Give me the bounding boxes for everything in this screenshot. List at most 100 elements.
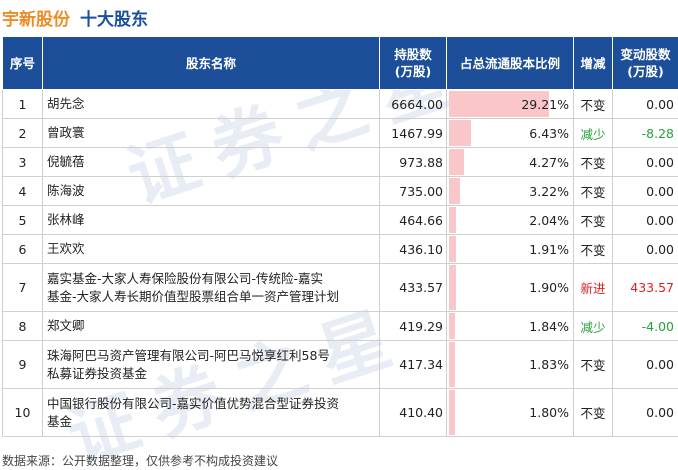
float-ratio-cell: 29.21% [446, 89, 574, 119]
table-row: 10 中国银行股份有限公司-嘉实价值优势混合型证券投资 基金 410.40 1.80% 不… [2, 388, 678, 437]
column-header-change: 增减 [573, 36, 613, 90]
ratio-label: 6.43% [529, 125, 569, 141]
ratio-bar [449, 207, 456, 233]
ratio-label: 1.80% [529, 405, 569, 420]
column-header-shares-line2: (万股) [394, 64, 432, 79]
ratio-label: 29.21% [521, 96, 569, 112]
shareholder-name: 陈海波 [42, 176, 380, 206]
float-ratio-cell: 4.27% [446, 147, 574, 177]
shareholders-table: 序号 股东名称 持股数 (万股) 占总流通股本比例 增减 变动股数 (万股) 1… [2, 36, 678, 437]
shareholder-name-line: 嘉实基金-大家人寿保险股份有限公司-传统险-嘉实 [47, 270, 324, 286]
shareholder-name-line: 珠海阿巴马资产管理有限公司-阿巴马悦享红利58号 [47, 347, 330, 363]
change-status: 不变 [573, 176, 613, 206]
column-header-idx: 序号 [2, 36, 43, 90]
ratio-bar [449, 91, 549, 117]
row-index: 10 [2, 388, 43, 437]
ratio-label: 4.27% [529, 154, 569, 170]
column-header-delta-line1: 变动股数 [620, 47, 671, 62]
page-title: 十大股东 [80, 9, 148, 30]
company-name: 宇新股份 [2, 9, 70, 30]
shareholder-name-line: 中国银行股份有限公司-嘉实价值优势混合型证券投资 [47, 395, 340, 411]
change-status: 不变 [573, 147, 613, 177]
change-shares: 0.00 [612, 340, 678, 389]
shares-held: 436.10 [379, 234, 447, 264]
table-row: 6 王欢欢 436.10 1.91% 不变 0.00 [2, 234, 678, 264]
column-header-name: 股东名称 [42, 36, 380, 90]
table-row: 8 郑文卿 419.29 1.84% 减少 -4.00 [2, 311, 678, 341]
table-row: 2 曾政寰 1467.99 6.43% 减少 -8.28 [2, 118, 678, 148]
change-shares: 433.57 [612, 263, 678, 312]
change-status: 减少 [573, 311, 613, 341]
shareholder-name: 郑文卿 [42, 311, 380, 341]
shareholder-name: 王欢欢 [42, 234, 380, 264]
ratio-bar [449, 120, 471, 146]
change-shares: 0.00 [612, 176, 678, 206]
change-shares: -8.28 [612, 118, 678, 148]
float-ratio-cell: 1.90% [446, 263, 574, 312]
shareholder-name: 张林峰 [42, 205, 380, 235]
table-row: 3 倪毓蓓 973.88 4.27% 不变 0.00 [2, 147, 678, 177]
row-index: 8 [2, 311, 43, 341]
shareholder-name: 倪毓蓓 [42, 147, 380, 177]
float-ratio-cell: 6.43% [446, 118, 574, 148]
ratio-label: 1.91% [529, 241, 569, 257]
ratio-bar [449, 149, 464, 175]
table-row: 1 胡先念 6664.00 29.21% 不变 0.00 [2, 89, 678, 119]
change-status: 新进 [573, 263, 613, 312]
table-row: 9 珠海阿巴马资产管理有限公司-阿巴马悦享红利58号 私募证券投资基金 417.34 1… [2, 340, 678, 389]
row-index: 4 [2, 176, 43, 206]
shares-held: 417.34 [379, 340, 447, 389]
shares-held: 735.00 [379, 176, 447, 206]
change-status: 不变 [573, 388, 613, 437]
ratio-bar [449, 342, 456, 387]
title-bar: 宇新股份 十大股东 [2, 0, 148, 34]
ratio-bar [449, 390, 456, 435]
shares-held: 419.29 [379, 311, 447, 341]
float-ratio-cell: 3.22% [446, 176, 574, 206]
float-ratio-cell: 2.04% [446, 205, 574, 235]
ratio-label: 2.04% [529, 212, 569, 228]
ratio-label: 1.83% [529, 357, 569, 372]
row-index: 7 [2, 263, 43, 312]
ratio-bar [449, 178, 461, 204]
change-status: 不变 [573, 234, 613, 264]
shares-held: 1467.99 [379, 118, 447, 148]
change-shares: 0.00 [612, 147, 678, 177]
row-index: 1 [2, 89, 43, 119]
table-row: 4 陈海波 735.00 3.22% 不变 0.00 [2, 176, 678, 206]
shareholder-name: 曾政寰 [42, 118, 380, 148]
ratio-bar [449, 313, 456, 339]
float-ratio-cell: 1.91% [446, 234, 574, 264]
change-shares: 0.00 [612, 234, 678, 264]
change-status: 不变 [573, 89, 613, 119]
shareholder-name: 中国银行股份有限公司-嘉实价值优势混合型证券投资 基金 [42, 388, 380, 437]
ratio-bar [449, 236, 456, 262]
column-header-shares-line1: 持股数 [394, 47, 432, 62]
ratio-label: 1.84% [529, 318, 569, 334]
row-index: 2 [2, 118, 43, 148]
shareholder-name: 嘉实基金-大家人寿保险股份有限公司-传统险-嘉实 基金-大家人寿长期价值型股票组合… [42, 263, 380, 312]
shares-held: 6664.00 [379, 89, 447, 119]
row-index: 9 [2, 340, 43, 389]
shareholder-name: 胡先念 [42, 89, 380, 119]
shares-held: 973.88 [379, 147, 447, 177]
shareholder-name-line: 基金 [47, 413, 73, 429]
table-body: 1 胡先念 6664.00 29.21% 不变 0.00 2 曾政寰 1467.99 6.43% 减… [2, 89, 678, 437]
column-header-ratio: 占总流通股本比例 [446, 36, 574, 90]
ratio-label: 3.22% [529, 183, 569, 199]
change-status: 不变 [573, 340, 613, 389]
column-header-shares: 持股数 (万股) [379, 36, 447, 90]
change-status: 不变 [573, 205, 613, 235]
change-shares: -4.00 [612, 311, 678, 341]
shareholder-name-line: 私募证券投资基金 [47, 365, 148, 381]
shares-held: 410.40 [379, 388, 447, 437]
change-shares: 0.00 [612, 205, 678, 235]
column-header-delta-line2: (万股) [627, 64, 664, 79]
change-shares: 0.00 [612, 89, 678, 119]
float-ratio-cell: 1.83% [446, 340, 574, 389]
table-header-row: 序号 股东名称 持股数 (万股) 占总流通股本比例 增减 变动股数 (万股) [2, 36, 678, 90]
column-header-delta: 变动股数 (万股) [612, 36, 678, 90]
row-index: 5 [2, 205, 43, 235]
data-source-note: 数据来源：公开数据整理，仅供参考不构成投资建议 [2, 454, 279, 468]
table-row: 5 张林峰 464.66 2.04% 不变 0.00 [2, 205, 678, 235]
